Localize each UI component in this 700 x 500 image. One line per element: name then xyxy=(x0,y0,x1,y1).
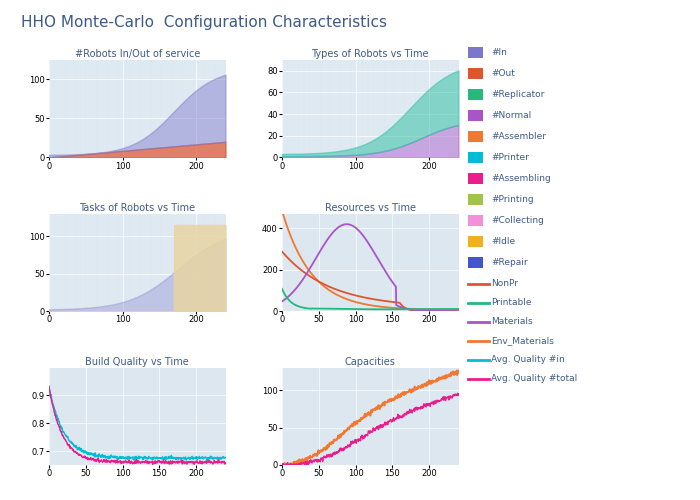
Text: #Collecting: #Collecting xyxy=(491,216,545,225)
Text: HHO Monte-Carlo  Configuration Characteristics: HHO Monte-Carlo Configuration Characteri… xyxy=(21,15,387,30)
Text: #Idle: #Idle xyxy=(491,237,515,246)
Title: #Robots In/Out of service: #Robots In/Out of service xyxy=(75,49,200,59)
Text: Materials: Materials xyxy=(491,317,533,326)
Title: Build Quality vs Time: Build Quality vs Time xyxy=(85,357,189,367)
Text: #Repair: #Repair xyxy=(491,258,528,267)
Text: #Printing: #Printing xyxy=(491,195,534,204)
Text: #Printer: #Printer xyxy=(491,153,529,162)
Text: Avg. Quality #in: Avg. Quality #in xyxy=(491,355,565,364)
Text: #Normal: #Normal xyxy=(491,111,532,120)
Title: Capacities: Capacities xyxy=(345,357,396,367)
Text: Printable: Printable xyxy=(491,298,532,307)
Text: #Assembling: #Assembling xyxy=(491,174,551,183)
Text: Env_Materials: Env_Materials xyxy=(491,336,554,345)
Text: NonPr: NonPr xyxy=(491,279,519,288)
Text: #Assembler: #Assembler xyxy=(491,132,547,141)
Text: #Replicator: #Replicator xyxy=(491,90,545,99)
Title: Types of Robots vs Time: Types of Robots vs Time xyxy=(312,49,429,59)
Text: Avg. Quality #total: Avg. Quality #total xyxy=(491,374,578,383)
Title: Tasks of Robots vs Time: Tasks of Robots vs Time xyxy=(79,203,195,213)
Text: #Out: #Out xyxy=(491,69,515,78)
Text: #In: #In xyxy=(491,48,508,57)
Title: Resources vs Time: Resources vs Time xyxy=(325,203,416,213)
